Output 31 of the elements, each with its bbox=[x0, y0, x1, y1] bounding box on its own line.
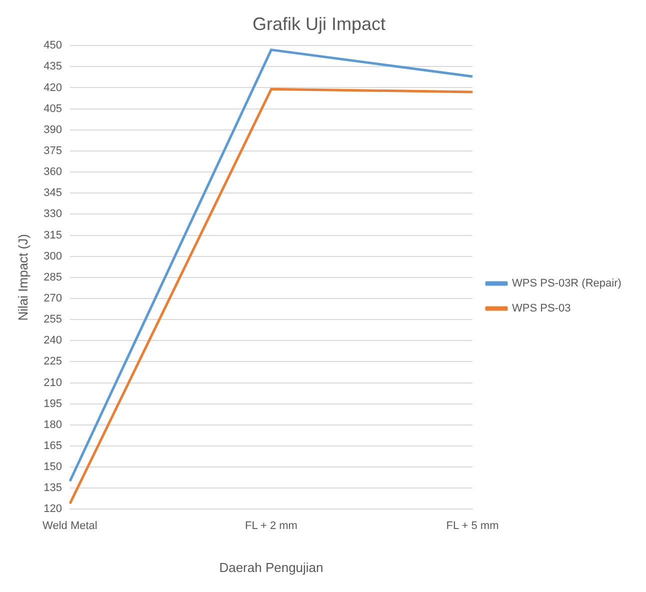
y-tick-label: 345 bbox=[44, 187, 62, 200]
legend-label: WPS PS-03R (Repair) bbox=[512, 278, 622, 290]
y-tick-label: 150 bbox=[44, 461, 62, 474]
y-tick-label: 375 bbox=[44, 144, 62, 157]
y-tick-label: 210 bbox=[44, 376, 62, 389]
y-tick-label: 405 bbox=[44, 102, 62, 115]
y-tick-label: 135 bbox=[44, 482, 62, 494]
y-tick-label: 180 bbox=[44, 418, 62, 431]
y-tick-label: 315 bbox=[44, 229, 62, 242]
y-tick-label: 240 bbox=[44, 334, 62, 347]
y-tick-label: 420 bbox=[44, 82, 62, 94]
y-tick-label: 165 bbox=[44, 440, 62, 452]
y-tick-label: 225 bbox=[44, 356, 62, 368]
x-tick-label: FL + 2 mm bbox=[244, 520, 298, 532]
y-tick-label: 360 bbox=[44, 166, 62, 178]
y-tick-label: 195 bbox=[44, 398, 62, 410]
y-tick-label: 390 bbox=[44, 124, 62, 136]
y-tick-label: 270 bbox=[44, 292, 62, 305]
y-tick-label: 435 bbox=[44, 60, 62, 73]
y-tick-label: 285 bbox=[44, 271, 62, 284]
legend-label: WPS PS-03 bbox=[512, 302, 571, 315]
chart-title: Grafik Uji Impact bbox=[252, 14, 386, 34]
y-tick-label: 300 bbox=[44, 250, 62, 262]
y-tick-label: 330 bbox=[44, 208, 62, 220]
x-tick-label: FL + 5 mm bbox=[446, 520, 499, 532]
y-tick-label: 255 bbox=[44, 314, 62, 326]
x-axis-title: Daerah Pengujian bbox=[219, 560, 324, 575]
x-tick-label: Weld Metal bbox=[42, 520, 98, 532]
y-tick-label: 450 bbox=[44, 40, 62, 52]
y-tick-label: 120 bbox=[44, 503, 62, 516]
y-axis-title: Nilai Impact (J) bbox=[15, 234, 30, 321]
